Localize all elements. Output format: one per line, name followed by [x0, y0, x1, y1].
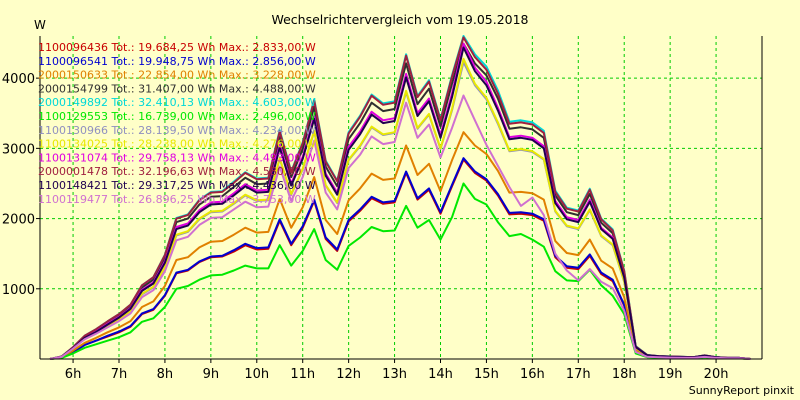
- series-line-1100148421: [49, 46, 751, 360]
- chart-title: Wechselrichtervergleich vom 19.05.2018: [271, 12, 528, 27]
- x-tick-label-6h: 6h: [65, 367, 82, 382]
- x-tick-label-16h: 16h: [520, 367, 545, 382]
- legend-entry-1100134025: 1100134025 Tot.: 28.238,00 Wh Max.: 4.27…: [38, 138, 316, 151]
- legend: 1100096436 Tot.: 19.684,25 Wh Max.: 2.83…: [38, 41, 316, 206]
- y-tick-label-4000: 4000: [2, 72, 35, 87]
- x-tick-label-20h: 20h: [704, 367, 729, 382]
- legend-entry-1100131074: 1100131074 Tot.: 29.758,13 Wh Max.: 4.49…: [38, 151, 316, 164]
- x-tick-label-15h: 15h: [474, 367, 499, 382]
- x-tick-label-14h: 14h: [428, 367, 453, 382]
- legend-entry-2000001478: 2000001478 Tot.: 32.196,63 Wh Max.: 4.58…: [38, 165, 316, 178]
- series-line-1100119477: [49, 94, 751, 360]
- legend-entry-1100148421: 1100148421 Tot.: 29.317,25 Wh Max.: 4.43…: [38, 179, 316, 192]
- y-tick-label-3000: 3000: [2, 142, 35, 157]
- legend-entry-2000150633: 2000150633 Tot.: 22.854,00 Wh Max.: 3.22…: [38, 69, 316, 82]
- x-tick-label-10h: 10h: [244, 367, 269, 382]
- x-tick-label-12h: 12h: [336, 367, 361, 382]
- x-tick-label-17h: 17h: [566, 367, 591, 382]
- x-tick-label-11h: 11h: [290, 367, 315, 382]
- legend-entry-2000149892: 2000149892 Tot.: 32.410,13 Wh Max.: 4.60…: [38, 96, 316, 109]
- y-axis-unit: W: [34, 18, 46, 32]
- footer-credit: SunnyReport pinxit: [689, 384, 795, 397]
- legend-entry-1100130966: 1100130966 Tot.: 28.139,50 Wh Max.: 4.23…: [38, 124, 316, 137]
- x-tick-label-9h: 9h: [203, 367, 220, 382]
- y-tick-label-2000: 2000: [2, 213, 35, 228]
- series-lines: [49, 35, 751, 360]
- x-tick-label-8h: 8h: [157, 367, 174, 382]
- legend-entry-1100129553: 1100129553 Tot.: 16.739,00 Wh Max.: 2.49…: [38, 110, 316, 123]
- legend-entry-1100096541: 1100096541 Tot.: 19.948,75 Wh Max.: 2.85…: [38, 55, 316, 68]
- axes: 6h 7h 8h 9h 10h 11h 12h 13h 14h 15h 16h 17h 18h 19h 20…: [2, 36, 763, 382]
- x-tick-label-13h: 13h: [382, 367, 407, 382]
- x-tick-label-19h: 19h: [658, 367, 683, 382]
- legend-entry-2000154799: 2000154799 Tot.: 31.407,00 Wh Max.: 4.48…: [38, 82, 316, 95]
- x-tick-label-18h: 18h: [612, 367, 637, 382]
- x-tick-label-7h: 7h: [111, 367, 128, 382]
- legend-entry-1100096436: 1100096436 Tot.: 19.684,25 Wh Max.: 2.83…: [38, 41, 316, 54]
- y-tick-label-1000: 1000: [2, 283, 35, 298]
- legend-entry-1100119477: 1100119477 Tot.: 26.896,25 Wh Max.: 3.75…: [38, 193, 316, 206]
